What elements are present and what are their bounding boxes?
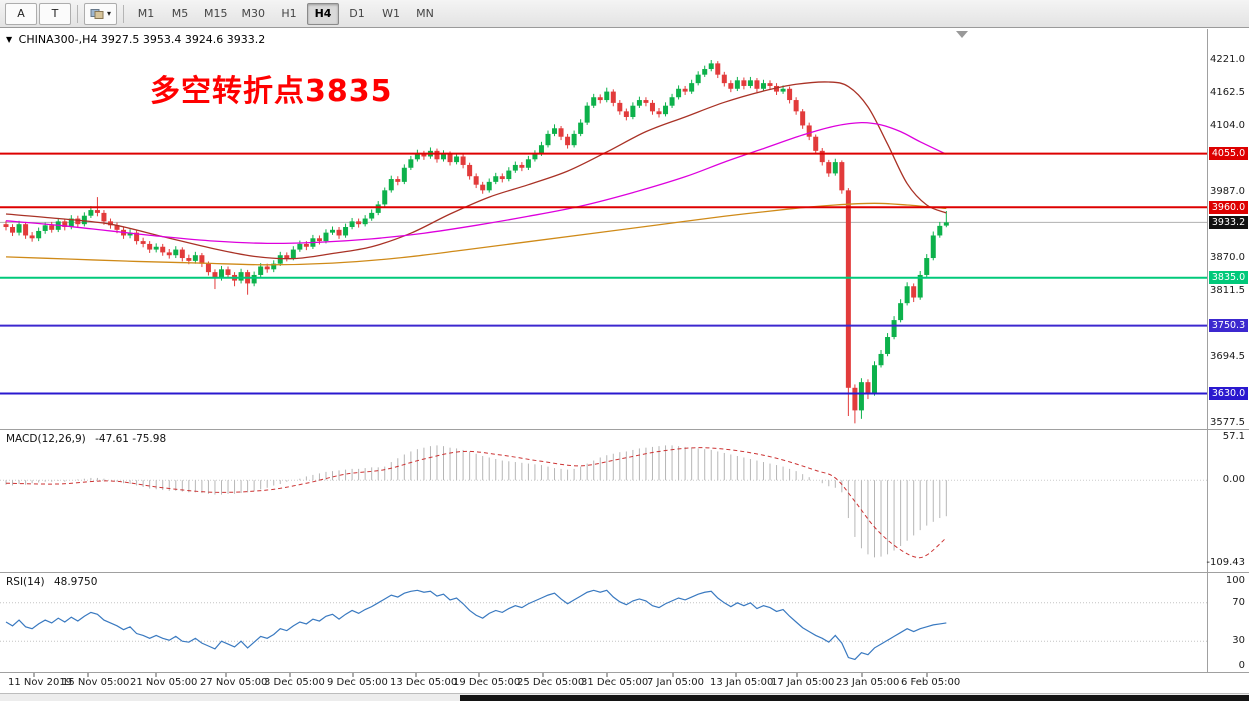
scrollbar-thumb[interactable] xyxy=(460,695,1249,701)
timeframe-button-d1[interactable]: D1 xyxy=(349,7,365,20)
macd-histogram xyxy=(5,445,947,558)
chart-shift-marker[interactable] xyxy=(956,31,968,38)
timeframe-button-m30[interactable]: M30 xyxy=(241,7,266,20)
arrow-tool-button[interactable]: A xyxy=(5,2,37,25)
template-icon xyxy=(90,8,104,19)
horizontal-scrollbar[interactable] xyxy=(0,693,1249,701)
chevron-down-icon: ▾ xyxy=(107,9,112,18)
text-tool-button[interactable]: T xyxy=(39,2,71,25)
toolbar: A T ▾ M1 M5 M15 M30 H1 H4 D1 W1 MN xyxy=(0,0,1249,28)
timeframe-button-h1[interactable]: H1 xyxy=(281,7,297,20)
candlestick-series xyxy=(3,60,949,424)
timeframe-button-h4[interactable]: H4 xyxy=(307,2,340,25)
template-dropdown-button[interactable]: ▾ xyxy=(84,2,118,25)
timeframe-button-m15[interactable]: M15 xyxy=(204,7,228,20)
panel-dividers xyxy=(0,29,1249,673)
ma-medium-line xyxy=(5,121,947,245)
ma-slow-line xyxy=(5,202,947,266)
timeframe-button-mn[interactable]: MN xyxy=(416,7,434,20)
timeframe-button-m1[interactable]: M1 xyxy=(137,7,155,20)
toolbar-separator xyxy=(123,4,125,23)
timeframe-button-m5[interactable]: M5 xyxy=(171,7,189,20)
macd-signal-line xyxy=(5,447,947,559)
ma-fast-line xyxy=(5,81,947,260)
rsi-line xyxy=(5,589,947,661)
time-axis-ticks xyxy=(33,673,928,677)
timeframe-button-group: M1 M5 M15 M30 H1 H4 D1 W1 MN xyxy=(130,2,441,25)
toolbar-separator xyxy=(77,4,78,23)
timeframe-button-w1[interactable]: W1 xyxy=(382,7,400,20)
